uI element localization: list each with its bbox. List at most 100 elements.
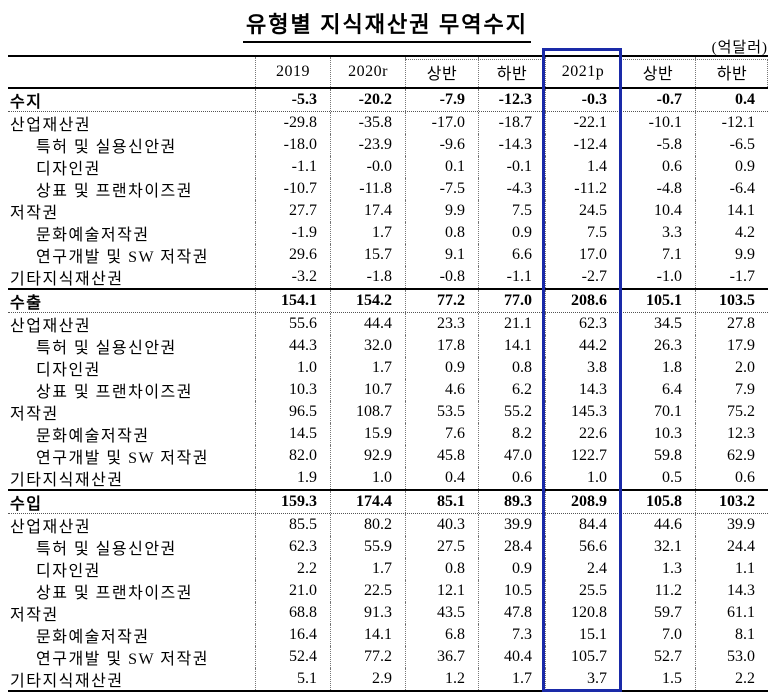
cell-value: 10.4	[620, 200, 695, 222]
cell-value: 2.9	[330, 668, 405, 690]
cell-value: 0.9	[405, 357, 478, 379]
cell-value: 7.1	[620, 244, 695, 266]
cell-value: 28.4	[478, 536, 545, 558]
cell-value: 5.1	[255, 668, 330, 690]
table-row: 산업재산권 55.6 44.4 23.3 21.1 62.3 34.5 27.8	[8, 313, 768, 335]
cell-value: 1.1	[695, 558, 768, 580]
corner-cell	[8, 57, 255, 87]
cell-value: 6.2	[478, 379, 545, 401]
cell-value: -1.0	[620, 266, 695, 288]
table-row: 문화예술저작권 -1.9 1.7 0.8 0.9 7.5 3.3 4.2	[8, 222, 768, 244]
cell-value: 62.9	[695, 445, 768, 467]
cell-value: 59.8	[620, 445, 695, 467]
unit-label: (억달러)	[711, 40, 768, 56]
cell-value: 0.9	[695, 156, 768, 178]
cell-value: 105.1	[620, 290, 695, 312]
cell-value: 24.5	[545, 200, 620, 222]
cell-value: 21.1	[478, 313, 545, 335]
cell-value: 0.6	[620, 156, 695, 178]
cell-value: 1.0	[330, 467, 405, 489]
table-grid: 2019 2020r 상반 하반 2021p 상반 하반 수지 -5.3 -20.2 -7.9 -12…	[8, 55, 768, 692]
cell-value: 1.5	[620, 668, 695, 690]
cell-value: 17.9	[695, 335, 768, 357]
cell-value: 77.0	[478, 290, 545, 312]
cell-value: 14.3	[545, 379, 620, 401]
cell-value: 7.0	[620, 624, 695, 646]
cell-value: -29.8	[255, 112, 330, 134]
cell-value: 9.9	[695, 244, 768, 266]
cell-value: 9.1	[405, 244, 478, 266]
cell-value: 4.2	[695, 222, 768, 244]
col-header-상반: 상반	[405, 57, 478, 87]
cell-value: 1.3	[620, 558, 695, 580]
cell-value: 55.6	[255, 313, 330, 335]
row-label: 상표 및 프랜차이즈권	[36, 183, 193, 200]
cell-value: -7.5	[405, 178, 478, 200]
cell-value: 24.4	[695, 536, 768, 558]
cell-value: 1.8	[620, 357, 695, 379]
cell-value: -18.7	[478, 112, 545, 134]
table-row: 문화예술저작권 14.5 15.9 7.6 8.2 22.6 10.3 12.3	[8, 423, 768, 445]
section-total-row-수입: 수입 159.3 174.4 85.1 89.3 208.9 105.8 103.2	[8, 489, 768, 514]
cell-value: -10.1	[620, 112, 695, 134]
row-label: 상표 및 프랜차이즈권	[36, 585, 193, 602]
cell-value: -17.0	[405, 112, 478, 134]
cell-value: 208.9	[545, 491, 620, 513]
cell-value: 15.9	[330, 423, 405, 445]
cell-value: 40.3	[405, 514, 478, 536]
cell-value: 12.3	[695, 423, 768, 445]
cell-value: 103.5	[695, 290, 768, 312]
cell-value: -3.2	[255, 266, 330, 288]
cell-value: 44.3	[255, 335, 330, 357]
row-label: 문화예술저작권	[36, 227, 150, 244]
col-header-2021p: 2021p	[545, 57, 620, 87]
cell-value: 44.6	[620, 514, 695, 536]
cell-value: -0.0	[330, 156, 405, 178]
col-header-2020r: 2020r	[330, 57, 405, 87]
table-row: 저작권 96.5 108.7 53.5 55.2 145.3 70.1 75.2	[8, 401, 768, 423]
cell-value: -0.3	[545, 89, 620, 111]
cell-value: -6.5	[695, 134, 768, 156]
cell-value: 82.0	[255, 445, 330, 467]
cell-value: 105.7	[545, 646, 620, 668]
cell-value: 32.1	[620, 536, 695, 558]
cell-value: 2.0	[695, 357, 768, 379]
table-row: 연구개발 및 SW 저작권 52.4 77.2 36.7 40.4 105.7 52.7 53…	[8, 646, 768, 668]
cell-value: -4.8	[620, 178, 695, 200]
table-row: 연구개발 및 SW 저작권 29.6 15.7 9.1 6.6 17.0 7.1 9.9	[8, 244, 768, 266]
cell-value: 103.2	[695, 491, 768, 513]
col-header-상반: 상반	[620, 57, 695, 87]
cell-value: -0.7	[620, 89, 695, 111]
cell-value: 26.3	[620, 335, 695, 357]
cell-value: 40.4	[478, 646, 545, 668]
table-row: 디자인권 1.0 1.7 0.9 0.8 3.8 1.8 2.0	[8, 357, 768, 379]
cell-value: 7.9	[695, 379, 768, 401]
cell-value: 1.7	[330, 357, 405, 379]
cell-value: 27.5	[405, 536, 478, 558]
cell-value: 10.3	[255, 379, 330, 401]
col-header-하반: 하반	[695, 57, 768, 87]
cell-value: 1.0	[255, 357, 330, 379]
table-row: 특허 및 실용신안권 -18.0 -23.9 -9.6 -14.3 -12.4 -5.8 -6…	[8, 134, 768, 156]
cell-value: 12.1	[405, 580, 478, 602]
table-row: 문화예술저작권 16.4 14.1 6.8 7.3 15.1 7.0 8.1	[8, 624, 768, 646]
row-label: 특허 및 실용신안권	[36, 541, 177, 558]
cell-value: 25.5	[545, 580, 620, 602]
cell-value: 22.5	[330, 580, 405, 602]
cell-value: 2.2	[695, 668, 768, 690]
col-header-2019: 2019	[255, 57, 330, 87]
cell-value: 92.9	[330, 445, 405, 467]
cell-value: 7.5	[478, 200, 545, 222]
cell-value: 1.4	[545, 156, 620, 178]
row-label: 문화예술저작권	[36, 428, 150, 445]
table-row: 기타지식재산권 5.1 2.9 1.2 1.7 3.7 1.5 2.2	[8, 668, 768, 690]
cell-value: 61.1	[695, 602, 768, 624]
table-row: 저작권 68.8 91.3 43.5 47.8 120.8 59.7 61.1	[8, 602, 768, 624]
cell-value: 15.7	[330, 244, 405, 266]
cell-value: 62.3	[545, 313, 620, 335]
row-label: 산업재산권	[10, 519, 92, 536]
cell-value: 2.2	[255, 558, 330, 580]
cell-value: 0.1	[405, 156, 478, 178]
cell-value: 14.1	[695, 200, 768, 222]
cell-value: -1.1	[255, 156, 330, 178]
